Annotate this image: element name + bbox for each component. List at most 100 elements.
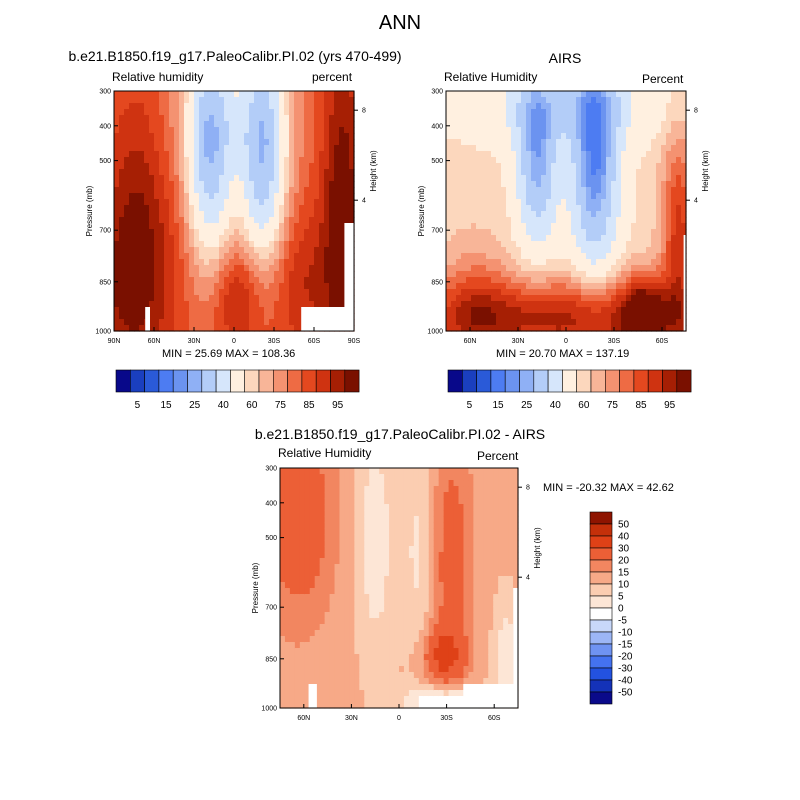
heatmap-cell xyxy=(676,253,682,260)
heatmap-cell xyxy=(596,205,602,212)
heatmap-cell xyxy=(114,271,120,278)
heatmap-cell xyxy=(676,193,682,200)
heatmap-cell xyxy=(561,127,567,134)
heatmap-cell xyxy=(651,169,657,176)
heatmap-cell xyxy=(189,127,195,134)
heatmap-cell xyxy=(284,486,291,493)
heatmap-cell xyxy=(294,630,301,637)
heatmap-cell xyxy=(344,169,350,176)
heatmap-cell xyxy=(451,175,457,182)
heatmap-cell xyxy=(379,486,385,493)
heatmap-cell xyxy=(324,528,331,535)
heatmap-cell xyxy=(284,109,290,116)
heatmap-cell xyxy=(294,145,300,152)
heatmap-cell xyxy=(329,606,336,613)
heatmap-cell xyxy=(531,139,537,146)
heatmap-cell xyxy=(671,325,677,332)
heatmap-cell xyxy=(184,187,190,194)
heatmap-cell xyxy=(491,91,497,98)
heatmap-cell xyxy=(144,139,150,146)
y-tick-label: 1000 xyxy=(427,329,443,336)
heatmap-cell xyxy=(359,612,365,619)
heatmap-cell xyxy=(144,241,150,248)
heatmap-cell xyxy=(651,295,657,302)
heatmap-cell xyxy=(651,265,657,272)
heatmap-cell xyxy=(164,139,170,146)
heatmap-cell xyxy=(471,115,477,122)
heatmap-cell xyxy=(224,127,230,134)
heatmap-cell xyxy=(526,121,532,128)
heatmap-cell xyxy=(616,145,622,152)
heatmap-cell xyxy=(314,259,320,266)
heatmap-cell xyxy=(344,648,351,655)
heatmap-cell xyxy=(329,199,335,206)
heatmap-cell xyxy=(461,103,467,110)
heatmap-cell xyxy=(169,97,175,104)
heatmap-cell xyxy=(294,271,300,278)
heatmap-cell xyxy=(119,307,125,314)
heatmap-cell xyxy=(511,91,517,98)
heatmap-cell xyxy=(294,121,300,128)
heatmap-cell xyxy=(446,247,452,254)
heatmap-cell xyxy=(666,193,672,200)
heatmap-cell xyxy=(339,486,346,493)
heatmap-cell xyxy=(586,193,592,200)
heatmap-cell xyxy=(399,624,405,631)
heatmap-cell xyxy=(339,91,345,98)
heatmap-cell xyxy=(501,163,507,170)
heatmap-cell xyxy=(656,193,662,200)
heatmap-cell xyxy=(344,570,351,577)
heatmap-cell xyxy=(601,325,607,332)
heatmap-cell xyxy=(339,672,346,679)
heatmap-cell xyxy=(299,247,305,254)
heatmap-cell xyxy=(461,187,467,194)
heatmap-cell xyxy=(334,205,340,212)
heatmap-cell xyxy=(626,229,632,236)
heatmap-cell xyxy=(626,187,632,194)
heatmap-cell xyxy=(134,253,140,260)
heatmap-cell xyxy=(581,265,587,272)
heatmap-cell xyxy=(516,127,522,134)
heatmap-cell xyxy=(289,151,295,158)
heatmap-cell xyxy=(511,223,517,230)
heatmap-cell xyxy=(309,570,316,577)
heatmap-cell xyxy=(259,289,265,296)
heatmap-cell xyxy=(189,139,195,146)
heatmap-cell xyxy=(389,648,395,655)
heatmap-cell xyxy=(364,582,370,589)
heatmap-cell xyxy=(299,169,305,176)
heatmap-cell xyxy=(621,175,627,182)
heatmap-cell xyxy=(526,175,532,182)
heatmap-cell xyxy=(279,91,285,98)
heatmap-cell xyxy=(556,325,562,332)
heatmap-cell xyxy=(576,205,582,212)
heatmap-cell xyxy=(299,199,305,206)
heatmap-cell xyxy=(304,522,311,529)
heatmap-cell xyxy=(466,91,472,98)
heatmap-cell xyxy=(284,588,291,595)
heatmap-cell xyxy=(280,510,286,517)
heatmap-cell xyxy=(611,157,617,164)
heatmap-cell xyxy=(476,145,482,152)
heatmap-cell xyxy=(199,265,205,272)
heatmap-cell xyxy=(344,468,351,475)
heatmap-cell xyxy=(294,534,301,541)
heatmap-cell xyxy=(399,570,405,577)
heatmap-cell xyxy=(461,259,467,266)
heatmap-cell xyxy=(349,618,355,625)
heatmap-cell xyxy=(359,468,365,475)
heatmap-cell xyxy=(179,91,185,98)
heatmap-cell xyxy=(149,325,155,332)
heatmap-cell xyxy=(666,247,672,254)
heatmap-cell xyxy=(289,187,295,194)
heatmap-cell xyxy=(234,241,240,248)
heatmap-cell xyxy=(174,139,180,146)
heatmap-cell xyxy=(259,301,265,308)
heatmap-cell xyxy=(676,133,682,140)
heatmap-cell xyxy=(189,271,195,278)
heatmap-cell xyxy=(349,690,355,697)
heatmap-cell xyxy=(284,522,291,529)
heatmap-cell xyxy=(596,163,602,170)
heatmap-cell xyxy=(129,205,135,212)
heatmap-cell xyxy=(304,672,311,679)
